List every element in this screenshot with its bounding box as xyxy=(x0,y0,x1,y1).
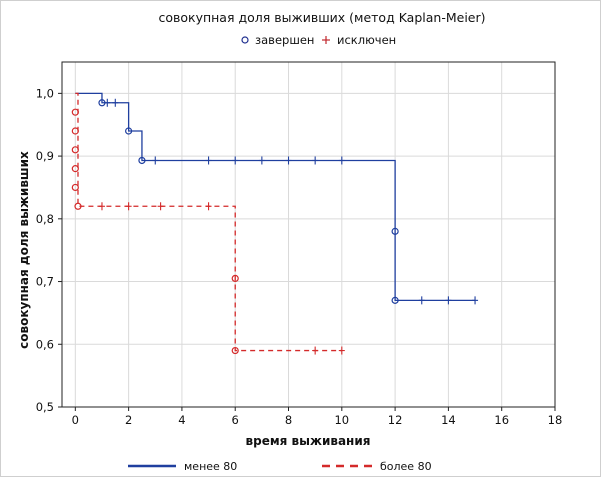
x-tick-label: 10 xyxy=(334,413,349,427)
plot-area xyxy=(62,62,555,407)
series-1-censored-point xyxy=(152,156,159,165)
censored-marker-legend-label: исключен xyxy=(337,33,396,47)
x-tick-label: 8 xyxy=(285,413,292,427)
series-1-censored-point xyxy=(312,156,319,165)
series-1-censored-point xyxy=(338,156,345,165)
series-2-censored-point xyxy=(157,202,164,211)
series-2-censored-point xyxy=(125,202,132,211)
y-tick-label: 0,6 xyxy=(36,337,54,351)
x-tick-label: 12 xyxy=(388,413,403,427)
plot-marks xyxy=(71,92,479,355)
series-2-censored-point xyxy=(98,202,105,211)
chart-title: совокупная доля выживших (метод Kaplan-M… xyxy=(158,10,485,25)
series-2-event-point xyxy=(74,202,82,210)
series-1-event-point xyxy=(125,127,133,135)
y-tick-label: 0,5 xyxy=(36,400,54,414)
series-1-censored-point xyxy=(205,156,212,165)
series-2-event-point xyxy=(71,127,79,135)
x-tick-label: 0 xyxy=(72,413,79,427)
series-1-event-point xyxy=(391,227,399,235)
series-1-censored-point xyxy=(445,296,452,305)
x-tick-label: 2 xyxy=(125,413,132,427)
series-2-event-point xyxy=(71,183,79,192)
series-1-event-point xyxy=(391,296,399,304)
series-legend-label-1: менее 80 xyxy=(184,460,237,473)
x-tick-label: 18 xyxy=(548,413,563,427)
series-2-censored-point xyxy=(312,346,319,355)
series-2-event-point xyxy=(231,346,239,355)
series-1-event-point xyxy=(138,156,146,165)
series-2-event-point xyxy=(71,165,79,173)
x-tick-label: 16 xyxy=(494,413,509,427)
series-2-event-point xyxy=(71,108,79,116)
x-tick-label: 4 xyxy=(178,413,185,427)
y-tick-label: 0,9 xyxy=(36,149,54,163)
series-1-censored-point xyxy=(418,296,425,305)
series-2-event-point xyxy=(231,274,239,283)
series-1-censored-point xyxy=(472,296,479,305)
series-1-censored-point xyxy=(258,156,265,165)
grid xyxy=(62,62,556,408)
series-1-censored-point xyxy=(232,156,239,165)
series-1-line xyxy=(75,92,476,302)
series-2-censored-point xyxy=(338,346,345,355)
y-axis-label: совокупная доля выживших xyxy=(17,151,31,349)
plot-border xyxy=(61,61,556,408)
censored-marker-legend-symbol xyxy=(322,36,330,44)
y-tick-label: 0,7 xyxy=(36,275,54,289)
series-1-censored-point xyxy=(104,98,111,107)
x-tick-label: 14 xyxy=(441,413,456,427)
series-2-event-point xyxy=(71,146,79,154)
series-legend-label-2: более 80 xyxy=(380,460,432,473)
series-1-censored-point xyxy=(285,156,292,165)
y-tick-label: 1,0 xyxy=(36,86,54,100)
marker-legend: завершен исключен xyxy=(241,33,396,47)
x-tick-label: 6 xyxy=(232,413,239,427)
axes: 0 2 4 6 8 10 12 14 16 18 0,5 0,6 0,7 0,8 0,9 1,0 xyxy=(36,61,563,427)
x-axis-label: время выживания xyxy=(246,434,371,448)
y-tick-label: 0,8 xyxy=(36,212,54,226)
series-1-censored-point xyxy=(112,98,119,107)
series-2-line xyxy=(75,92,342,352)
series-legend: менее 80 более 80 xyxy=(128,460,432,473)
event-marker-legend-symbol xyxy=(241,36,249,44)
event-marker-legend-label: завершен xyxy=(255,33,314,47)
series-2-censored-point xyxy=(205,202,212,211)
